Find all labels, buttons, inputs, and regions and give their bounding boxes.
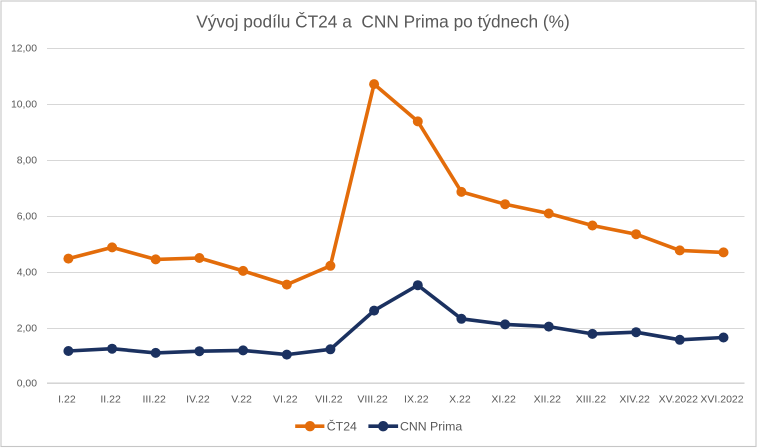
svg-text:XIV.22: XIV.22 — [619, 393, 650, 405]
svg-text:10,00: 10,00 — [11, 100, 37, 111]
svg-text:Vývoj podílu ČT24 a CNN Prima: Vývoj podílu ČT24 a CNN Prima po týdnech… — [196, 12, 570, 32]
svg-text:X.22: X.22 — [449, 393, 471, 405]
svg-text:VII.22: VII.22 — [315, 393, 343, 405]
svg-text:I.22: I.22 — [58, 393, 76, 405]
svg-text:VIII.22: VIII.22 — [357, 393, 388, 405]
svg-text:6,00: 6,00 — [17, 212, 37, 223]
svg-text:0,00: 0,00 — [17, 379, 37, 390]
svg-text:XV.2022: XV.2022 — [659, 393, 698, 405]
svg-text:4,00: 4,00 — [17, 268, 37, 279]
svg-text:XIII.22: XIII.22 — [576, 393, 607, 405]
svg-text:II.22: II.22 — [100, 393, 121, 405]
svg-text:VI.22: VI.22 — [273, 393, 298, 405]
svg-text:XII.22: XII.22 — [534, 393, 562, 405]
svg-text:III.22: III.22 — [143, 393, 167, 405]
svg-text:IX.22: IX.22 — [404, 393, 429, 405]
svg-text:8,00: 8,00 — [17, 156, 37, 167]
svg-text:12,00: 12,00 — [11, 44, 37, 55]
svg-text:V.22: V.22 — [231, 393, 252, 405]
svg-text:CNN Prima: CNN Prima — [400, 419, 462, 433]
svg-text:IV.22: IV.22 — [186, 393, 210, 405]
svg-text:XVI.2022: XVI.2022 — [700, 393, 743, 405]
svg-text:ČT24: ČT24 — [327, 418, 357, 433]
svg-text:2,00: 2,00 — [17, 324, 37, 335]
svg-text:XI.22: XI.22 — [491, 393, 516, 405]
